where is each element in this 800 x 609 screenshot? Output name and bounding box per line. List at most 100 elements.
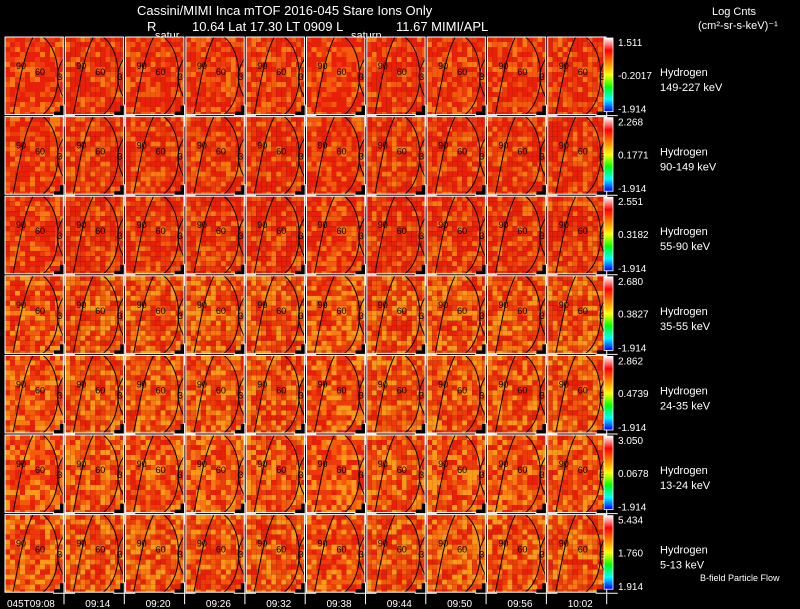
- data-pixel: [35, 42, 40, 47]
- data-pixel: [552, 82, 558, 87]
- data-pixel: [281, 151, 287, 157]
- data-pixel: [281, 52, 287, 57]
- data-pixel: [371, 87, 377, 92]
- data-pixel: [5, 201, 10, 207]
- data-pixel: [401, 126, 407, 132]
- data-pixel: [120, 67, 124, 72]
- data-pixel: [261, 97, 267, 102]
- data-pixel: [90, 146, 96, 152]
- data-pixel: [507, 107, 513, 112]
- data-pixel: [150, 206, 156, 212]
- data-pixel: [552, 131, 558, 137]
- data-pixel: [301, 42, 305, 47]
- data-pixel: [567, 161, 573, 167]
- contour-label: 90: [137, 141, 147, 151]
- data-pixel: [185, 146, 191, 152]
- data-pixel: [215, 92, 221, 97]
- data-pixel: [145, 67, 151, 72]
- data-pixel: [532, 136, 538, 142]
- data-pixel: [321, 97, 327, 102]
- data-pixel: [25, 72, 30, 77]
- data-pixel: [45, 251, 50, 257]
- data-pixel: [90, 156, 96, 162]
- data-pixel: [90, 57, 96, 62]
- data-pixel: [401, 67, 407, 72]
- data-pixel: [50, 136, 55, 142]
- data-pixel: [276, 52, 282, 57]
- data-pixel: [587, 112, 593, 115]
- data-pixel: [5, 52, 10, 57]
- data-pixel: [346, 141, 352, 147]
- data-pixel: [321, 92, 327, 97]
- data-pixel: [190, 206, 196, 212]
- data-pixel: [15, 176, 20, 182]
- data-pixel: [50, 42, 55, 47]
- data-pixel: [497, 112, 503, 115]
- data-pixel: [582, 97, 588, 102]
- data-pixel: [85, 176, 91, 182]
- data-pixel: [271, 67, 277, 72]
- data-pixel: [366, 37, 372, 42]
- data-pixel: [85, 97, 91, 102]
- data-pixel: [552, 146, 558, 152]
- data-pixel: [452, 82, 458, 87]
- data-pixel: [220, 181, 226, 187]
- data-pixel: [175, 116, 181, 122]
- data-pixel: [170, 121, 176, 127]
- data-pixel: [366, 166, 372, 172]
- data-pixel: [467, 171, 473, 177]
- data-pixel: [532, 102, 538, 107]
- data-pixel: [401, 181, 407, 187]
- data-pixel: [432, 82, 438, 87]
- data-pixel: [120, 57, 124, 62]
- data-pixel: [190, 186, 196, 192]
- data-pixel: [376, 77, 382, 82]
- data-pixel: [210, 107, 216, 112]
- data-pixel: [246, 221, 252, 227]
- data-pixel: [547, 42, 553, 47]
- data-pixel: [235, 87, 241, 92]
- data-pixel: [552, 176, 558, 182]
- data-pixel: [25, 102, 30, 107]
- data-pixel: [346, 151, 352, 157]
- data-pixel: [592, 67, 598, 72]
- data-pixel: [20, 47, 25, 52]
- data-pixel: [210, 82, 216, 87]
- data-pixel: [326, 52, 332, 57]
- data-pixel: [90, 216, 96, 222]
- data-pixel: [80, 72, 86, 77]
- data-pixel: [251, 176, 257, 182]
- data-pixel: [130, 231, 136, 237]
- data-pixel: [396, 107, 402, 112]
- data-pixel: [577, 181, 583, 187]
- data-pixel: [65, 191, 71, 195]
- data-pixel: [15, 116, 20, 122]
- data-pixel: [296, 116, 302, 122]
- data-pixel: [587, 161, 593, 167]
- data-pixel: [165, 256, 171, 262]
- data-pixel: [100, 121, 106, 127]
- data-pixel: [55, 131, 60, 137]
- data-pixel: [291, 131, 297, 137]
- data-pixel: [532, 112, 538, 115]
- contour-line: [163, 36, 180, 115]
- contour-line: [193, 36, 215, 115]
- data-pixel: [432, 136, 438, 142]
- data-pixel: [482, 82, 486, 87]
- data-pixel: [65, 62, 71, 67]
- data-pixel: [145, 37, 151, 42]
- data-pixel: [492, 166, 498, 172]
- data-pixel: [90, 186, 96, 192]
- data-pixel: [25, 62, 30, 67]
- data-pixel: [246, 72, 252, 77]
- data-pixel: [326, 57, 332, 62]
- data-pixel: [351, 102, 357, 107]
- data-pixel: [170, 97, 176, 102]
- data-pixel: [261, 201, 267, 207]
- data-pixel: [532, 57, 538, 62]
- data-pixel: [200, 72, 206, 77]
- data-pixel: [296, 52, 302, 57]
- data-pixel: [547, 161, 553, 167]
- data-pixel: [220, 121, 226, 127]
